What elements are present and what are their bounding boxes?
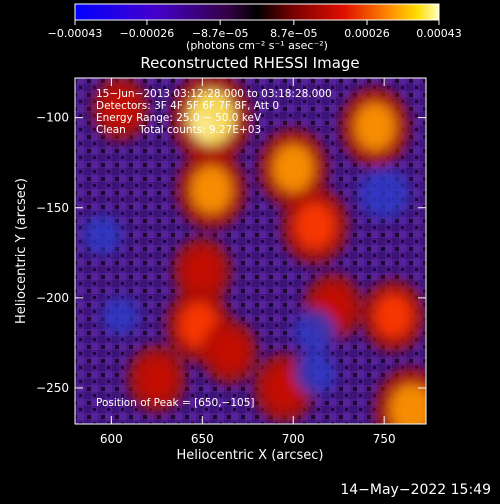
colorbar-tick-label: −8.7e−05 [192,27,249,40]
render-timestamp: 14−May−2022 15:49 [340,482,491,498]
colorbar-tick-label: 0.00043 [416,27,462,40]
x-axis-label: Heliocentric X (arcsec) [177,448,324,463]
annotation-energy-range: Energy Range: 25.0 − 50.0 keV [96,112,262,124]
annotation-clean-counts: Clean Total counts: 9.27E+03 [96,124,261,136]
colorbar-tick-label: 0.00026 [344,27,390,40]
heatmap-dark-region [294,309,337,352]
x-tick-label: 700 [282,432,305,446]
observation-annotations: 15−Jun−2013 03:12:28.000 to 03:18:28.000… [96,88,332,409]
heatmap-bright-core [212,332,247,372]
colorbar-tick-label: −0.00043 [48,27,103,40]
heatmap-image [75,78,426,424]
x-tick-label: 750 [373,432,396,446]
heatmap-bright-core [389,383,426,424]
colorbar-tick-label: 8.7e−05 [270,27,317,40]
heatmap-bright-core [184,250,220,292]
x-axis-ticks: 600 650 700 750 [100,78,396,446]
heatmap-dark-region [358,168,410,219]
annotation-detectors: Detectors: 3F 4F 5F 6F 7F 8F, Att 0 [96,100,279,112]
heatmap-peak [193,117,212,136]
heatmap-bright-core [295,202,336,250]
plot-frame [74,77,427,425]
heatmap-bright-core [354,102,396,151]
colorbar-units-label: (photons cm⁻² s⁻¹ asec⁻²) [186,39,328,52]
y-axis-label: Heliocentric Y (arcsec) [14,178,29,324]
heatmap-dark-region [101,296,140,335]
chart-title: Reconstructed RHESSI Image [140,54,359,72]
y-axis-ticks: −100 −150 −200 −250 [36,111,426,395]
x-tick-label: 650 [191,432,214,446]
heatmap-bright-core [374,294,412,338]
heatmap-bright-core [103,89,138,129]
heatmap-bright-core [266,366,303,410]
annotation-time-range: 15−Jun−2013 03:12:28.000 to 03:18:28.000 [96,88,332,100]
heatmap-bright-core [190,165,233,214]
heatmap-dark-region [294,352,337,395]
heatmap-dark-region [82,215,122,255]
peak-position-label: Position of Peak = [650,−105] [96,397,255,409]
heatmap-bright-core [139,358,175,400]
colorbar [74,3,440,21]
y-tick-label: −200 [36,291,69,305]
y-tick-label: −150 [36,201,69,215]
y-tick-label: −250 [36,381,69,395]
colorbar-ticks: −0.00043 −0.00026 −8.7e−05 8.7e−05 0.00026 0.… [48,20,462,40]
x-tick-label: 600 [100,432,123,446]
colorbar-tick-label: −0.00026 [120,27,175,40]
heatmap-bright-core [272,143,314,193]
y-tick-label: −100 [36,111,69,125]
